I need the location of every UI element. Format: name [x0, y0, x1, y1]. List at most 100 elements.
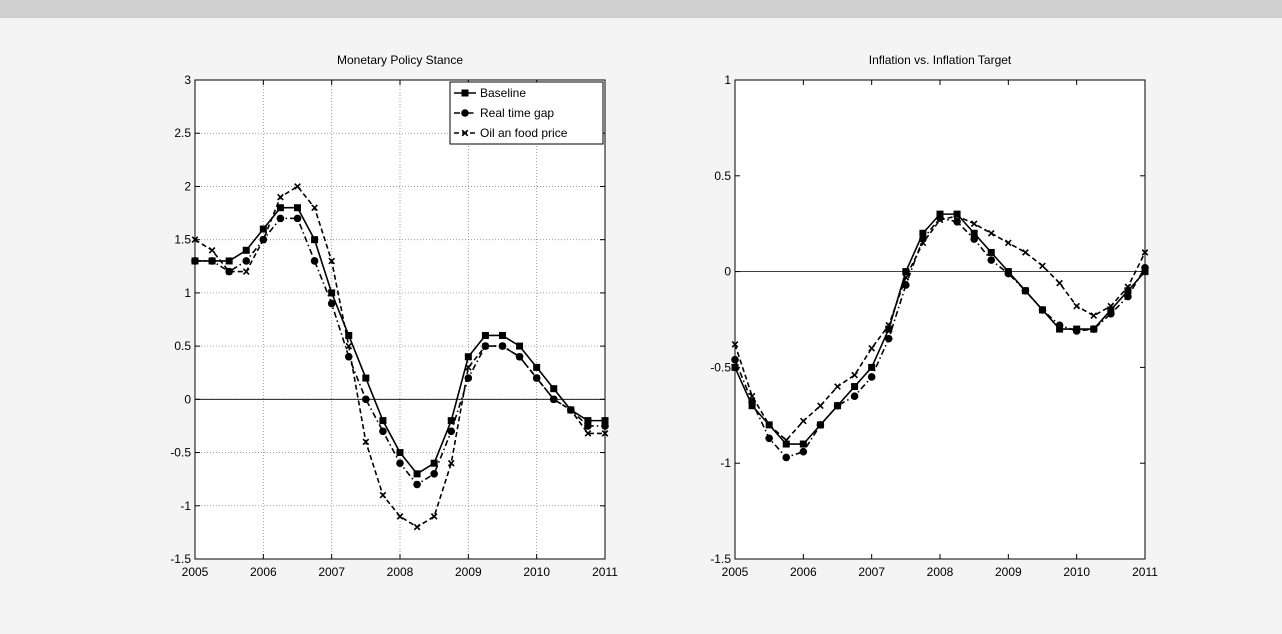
- x-tick-label: 2005: [182, 565, 209, 579]
- marker-square: [533, 363, 541, 371]
- marker-circle: [731, 355, 739, 364]
- marker-circle: [987, 256, 996, 264]
- x-tick-label: 2006: [790, 565, 817, 579]
- marker-x: [765, 421, 773, 429]
- marker-circle: [430, 470, 438, 478]
- marker-x: [885, 321, 893, 329]
- marker-x: [447, 459, 455, 467]
- y-tick-label: 1: [724, 73, 731, 87]
- marker-square: [1141, 268, 1149, 276]
- marker-square: [748, 402, 756, 410]
- marker-x: [782, 436, 790, 444]
- axes-frame: [194, 79, 606, 560]
- chart-title: Inflation vs. Inflation Target: [869, 53, 1012, 67]
- marker-x: [1073, 302, 1081, 310]
- marker-circle: [327, 299, 336, 308]
- marker-x: [550, 395, 558, 403]
- y-tick-label: -0.5: [170, 446, 191, 460]
- marker-x: [259, 236, 267, 244]
- x-tick-label: 2005: [722, 565, 749, 579]
- marker-x: [413, 523, 421, 531]
- marker-circle: [461, 109, 469, 117]
- x-tick-label: 2009: [455, 565, 482, 579]
- marker-x: [817, 402, 824, 410]
- marker-x: [970, 220, 978, 228]
- marker-square: [430, 459, 438, 467]
- marker-square: [782, 440, 790, 448]
- x-tick-label: 2011: [592, 565, 618, 579]
- marker-x: [731, 341, 739, 348]
- marker-square: [902, 268, 910, 276]
- marker-square: [987, 248, 995, 256]
- marker-x: [225, 268, 233, 275]
- marker-square: [516, 342, 524, 350]
- marker-x: [191, 236, 199, 244]
- marker-x: [601, 430, 609, 437]
- marker-x: [919, 239, 927, 247]
- marker-x: [499, 342, 506, 350]
- marker-x: [584, 430, 592, 437]
- top-bar: [0, 0, 1282, 18]
- marker-square: [970, 229, 978, 237]
- marker-x: [748, 392, 756, 400]
- marker-x: [851, 371, 858, 379]
- marker-square: [461, 89, 469, 97]
- marker-circle: [884, 334, 893, 343]
- x-tick-label: 2009: [995, 565, 1022, 579]
- marker-x: [328, 257, 336, 265]
- marker-square: [499, 331, 506, 339]
- x-tick-label: 2006: [250, 565, 277, 579]
- marker-circle: [242, 257, 251, 265]
- marker-square: [481, 331, 489, 339]
- marker-x: [461, 129, 469, 137]
- marker-x: [1124, 283, 1132, 291]
- marker-x: [379, 491, 387, 499]
- marker-square: [311, 236, 319, 244]
- marker-circle: [601, 422, 609, 430]
- marker-circle: [396, 459, 404, 468]
- marker-x: [464, 364, 472, 371]
- marker-square: [1107, 306, 1115, 314]
- axes-frame: [734, 79, 1146, 560]
- marker-circle: [1055, 321, 1064, 330]
- marker-circle: [970, 235, 978, 243]
- legend-label: Oil an food price: [480, 126, 568, 140]
- marker-circle: [413, 480, 421, 489]
- marker-square: [225, 257, 233, 265]
- marker-circle: [584, 422, 592, 430]
- legend-label: Baseline: [480, 86, 526, 100]
- x-tick-label: 2007: [318, 565, 345, 579]
- marker-x: [868, 344, 876, 352]
- marker-x: [1107, 302, 1115, 310]
- marker-square: [242, 246, 250, 254]
- marker-square: [379, 417, 387, 425]
- y-tick-label: -0.5: [710, 360, 731, 374]
- y-tick-label: 0.5: [174, 339, 191, 353]
- y-tick-label: 0.5: [714, 169, 731, 183]
- marker-circle: [782, 453, 791, 462]
- marker-x: [567, 406, 575, 414]
- chart: Inflation vs. Inflation Target 2005 2006 20…: [710, 53, 1158, 579]
- marker-square: [936, 210, 944, 218]
- marker-square: [953, 210, 961, 218]
- marker-circle: [447, 427, 456, 436]
- marker-square: [396, 449, 404, 457]
- marker-x: [294, 183, 301, 190]
- marker-x: [277, 193, 284, 201]
- marker-square: [799, 440, 807, 448]
- marker-square: [362, 374, 370, 382]
- marker-circle: [850, 392, 859, 400]
- marker-square: [276, 204, 284, 212]
- marker-circle: [902, 281, 910, 289]
- y-tick-label: -1: [180, 499, 191, 513]
- marker-square: [851, 383, 859, 391]
- x-tick-label: 2008: [927, 565, 954, 579]
- marker-x: [533, 374, 541, 382]
- marker-square: [328, 289, 336, 297]
- marker-square: [919, 229, 927, 237]
- marker-x: [311, 204, 318, 212]
- marker-circle: [310, 257, 319, 265]
- marker-x: [1090, 312, 1098, 320]
- marker-square: [868, 363, 876, 371]
